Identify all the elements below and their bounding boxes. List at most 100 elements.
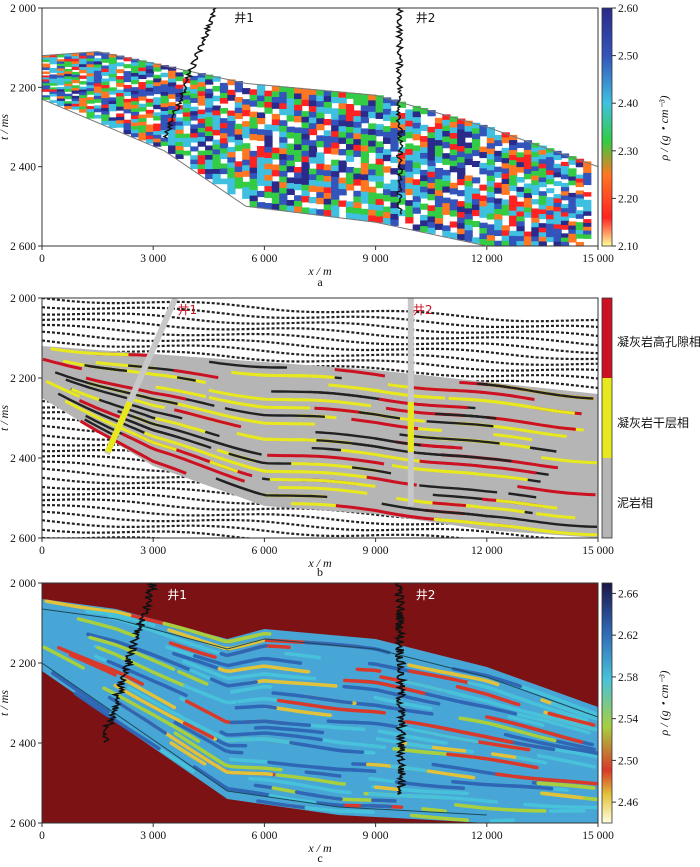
density-cell <box>64 81 73 85</box>
density-cell <box>494 140 503 147</box>
density-cell <box>197 109 206 115</box>
density-cell <box>390 99 399 106</box>
density-cell <box>294 104 303 112</box>
density-cell <box>360 145 369 152</box>
density-cell <box>360 157 369 164</box>
density-cell <box>286 205 295 212</box>
density-cell <box>553 163 562 169</box>
density-cell <box>331 211 340 218</box>
density-cell <box>286 183 295 190</box>
density-cell <box>116 55 125 60</box>
density-cell <box>227 94 236 101</box>
density-cell <box>264 135 273 142</box>
density-cell <box>546 205 555 212</box>
horizon-line <box>42 662 487 816</box>
density-cell <box>316 112 325 119</box>
density-cell <box>71 56 80 60</box>
density-cell <box>219 148 229 154</box>
density-cell <box>86 76 95 80</box>
density-cell <box>568 233 577 239</box>
density-cell <box>464 180 473 188</box>
density-cell <box>434 134 444 141</box>
density-cell <box>49 57 58 60</box>
x-tick-label: 0 <box>39 253 45 265</box>
density-cell <box>123 71 132 76</box>
density-cell <box>420 226 429 233</box>
density-cell <box>538 214 547 220</box>
density-cell <box>583 161 592 166</box>
density-cell <box>368 169 377 176</box>
density-streak <box>494 772 598 786</box>
density-cell <box>138 67 147 72</box>
density-cell <box>568 225 577 231</box>
density-cell <box>175 117 184 123</box>
density-cell <box>316 101 325 108</box>
facies-streak <box>433 517 557 534</box>
density-cell <box>427 138 436 145</box>
density-cell <box>64 103 73 107</box>
density-streak <box>275 773 347 786</box>
density-cell <box>560 170 570 176</box>
density-cell <box>486 159 496 166</box>
density-cell <box>383 103 392 110</box>
density-cell <box>205 121 214 128</box>
facies-streak <box>208 360 288 369</box>
density-cell <box>301 179 310 186</box>
density-cell <box>360 139 369 147</box>
density-cell <box>279 165 288 172</box>
density-cell <box>457 206 466 213</box>
x-tick-label: 3 000 <box>140 545 166 557</box>
density-cell <box>175 92 184 98</box>
density-cell <box>553 168 562 174</box>
density-cell <box>138 125 147 130</box>
density-cell <box>301 88 310 95</box>
density-cell <box>249 94 258 102</box>
density-cell <box>271 96 281 104</box>
facies-streak <box>477 382 511 389</box>
density-cell <box>86 100 95 104</box>
density-cell <box>368 129 377 136</box>
density-cell <box>368 140 377 148</box>
density-cell <box>138 89 147 94</box>
density-streak <box>271 691 353 705</box>
density-cell <box>197 100 206 106</box>
facies-label-dry: 凝灰岩干层相 <box>617 415 689 430</box>
density-cell <box>471 160 481 168</box>
density-streak <box>248 776 352 795</box>
density-cell <box>457 140 466 147</box>
facies-streak <box>208 388 293 402</box>
density-cell <box>227 110 236 117</box>
facies-streak <box>335 504 420 520</box>
density-cell <box>153 142 162 147</box>
density-cell <box>442 180 451 188</box>
x-tick-label: 9 000 <box>363 253 389 265</box>
density-cell <box>242 187 251 194</box>
density-cell <box>353 121 362 129</box>
density-cell <box>427 216 436 223</box>
density-cell <box>256 134 266 142</box>
density-cell <box>420 214 429 222</box>
density-cell <box>123 98 132 103</box>
density-cell <box>560 166 570 171</box>
density-cell <box>56 66 66 70</box>
density-cell <box>375 112 384 119</box>
density-cell <box>583 172 592 178</box>
density-cell <box>56 91 66 95</box>
density-cell <box>190 106 199 112</box>
density-cell <box>219 163 229 170</box>
density-cell <box>86 58 95 62</box>
density-cell <box>227 172 236 179</box>
density-cell <box>345 132 355 139</box>
density-cell <box>531 189 540 196</box>
density-cell <box>316 180 325 188</box>
density-cell <box>93 70 103 75</box>
density-cell <box>93 108 103 113</box>
density-cell <box>434 218 444 225</box>
density-cell <box>212 154 221 160</box>
x-axis-label: x / m <box>307 841 332 855</box>
density-cell <box>331 114 340 121</box>
density-cell <box>464 235 473 242</box>
density-cell <box>197 132 206 138</box>
density-cell <box>227 89 236 96</box>
density-cell <box>442 130 451 138</box>
